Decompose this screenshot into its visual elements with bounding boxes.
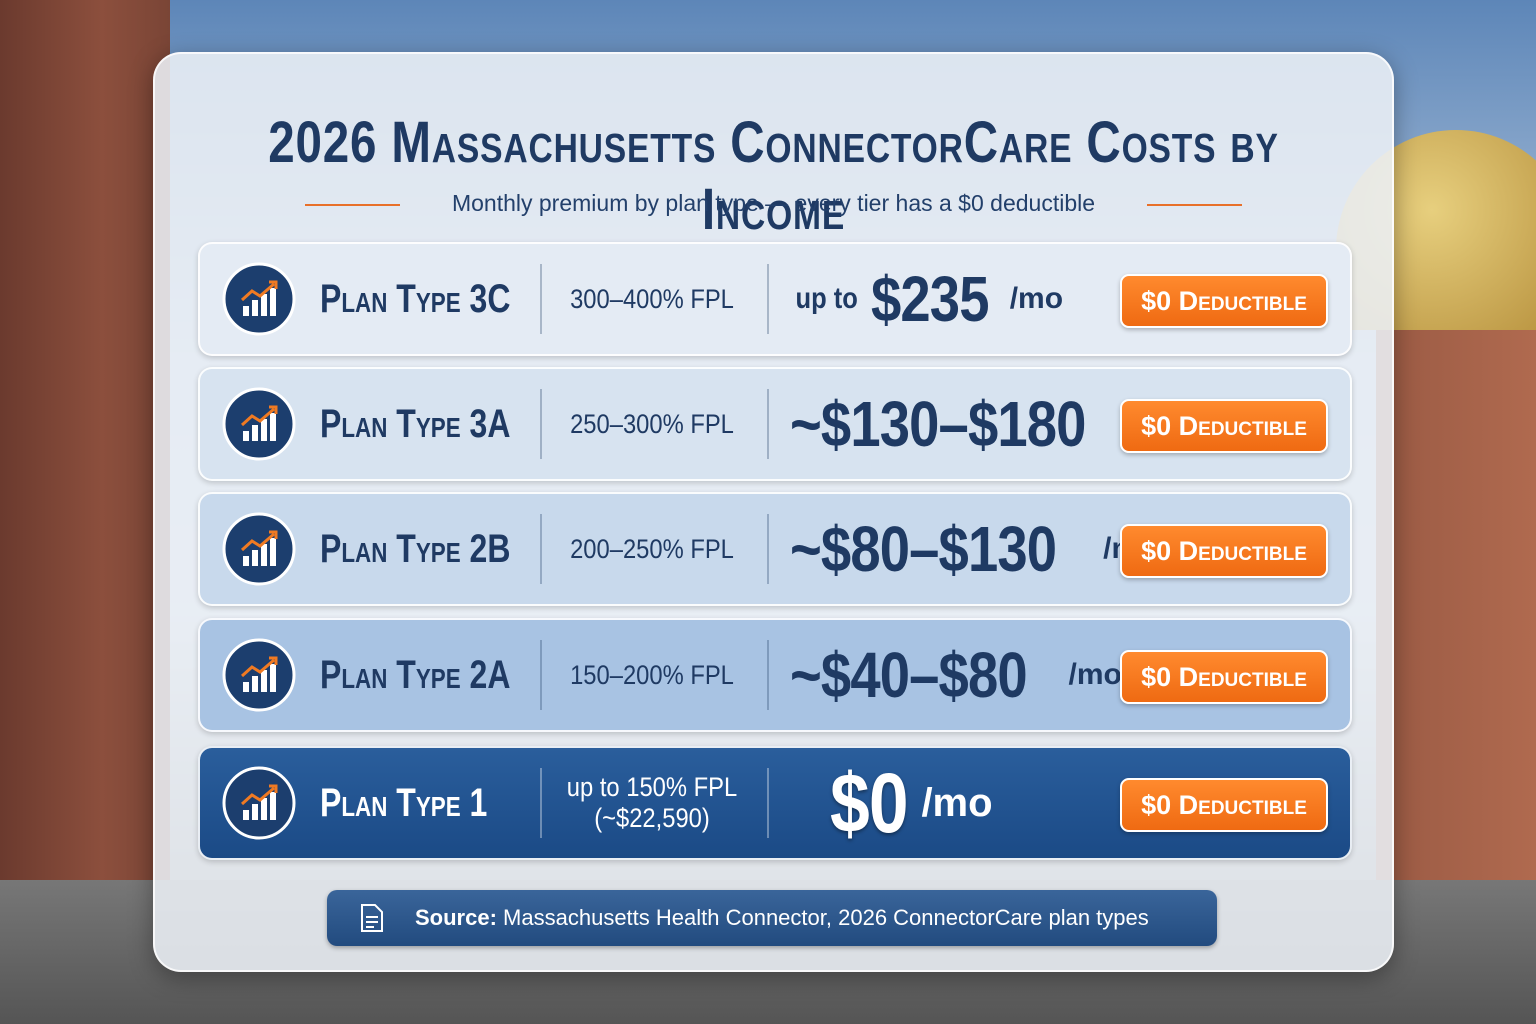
plan-row: Plan Type 1 up to 150% FPL (~$22,590) $0/mo… bbox=[198, 746, 1352, 860]
price-unit: /mo bbox=[1068, 658, 1122, 691]
divider bbox=[767, 640, 769, 710]
doc-icon bbox=[361, 904, 383, 932]
plan-row: Plan Type 3C 300–400% FPL up to $235/mo $0 D… bbox=[198, 242, 1352, 356]
plan-name: Plan Type 3A bbox=[320, 402, 511, 446]
divider bbox=[540, 264, 542, 334]
title: 2026 Massachusetts ConnectorCare Costs b… bbox=[268, 110, 1279, 242]
fpl-line: 300–400% FPL bbox=[570, 283, 734, 314]
price-unit: /mo bbox=[921, 780, 993, 825]
price: up to $235/mo bbox=[790, 244, 1063, 354]
rule bbox=[305, 204, 400, 206]
price-value: $0 bbox=[830, 755, 909, 850]
plan-icon bbox=[222, 387, 296, 466]
deductible-badge: $0 Deductible bbox=[1120, 274, 1328, 328]
deductible-badge: $0 Deductible bbox=[1120, 650, 1328, 704]
fpl: 150–200% FPL bbox=[555, 620, 749, 730]
divider bbox=[540, 768, 542, 838]
fpl: up to 150% FPL (~$22,590) bbox=[555, 748, 749, 858]
price-unit: /mo bbox=[1009, 282, 1064, 315]
divider bbox=[540, 514, 542, 584]
plan-icon bbox=[222, 262, 296, 341]
divider bbox=[767, 768, 769, 838]
rule bbox=[1147, 204, 1242, 206]
icon-svg bbox=[222, 387, 296, 461]
plan-name: Plan Type 2A bbox=[320, 653, 511, 697]
fpl-line: (~$22,590) bbox=[594, 803, 710, 833]
price-value: ~$80–$130 bbox=[790, 513, 1057, 585]
price: ~$80–$130/mo bbox=[790, 494, 1156, 604]
price-value: ~$130–$180 bbox=[790, 388, 1086, 460]
card: 2026 Massachusetts ConnectorCare Costs b… bbox=[153, 52, 1394, 972]
deductible-badge: $0 Deductible bbox=[1120, 778, 1328, 832]
fpl-line: 200–250% FPL bbox=[570, 533, 734, 564]
plan-row: Plan Type 2B 200–250% FPL ~$80–$130/mo$0 D… bbox=[198, 492, 1352, 606]
price-prefix: up to bbox=[795, 282, 858, 315]
source-label: Source: bbox=[415, 905, 497, 930]
source-box: Source: Massachusetts Health Connector, … bbox=[327, 890, 1217, 946]
price-value: ~$40–$80 bbox=[790, 639, 1028, 711]
icon-svg bbox=[222, 512, 296, 586]
price: $0/mo bbox=[830, 748, 993, 858]
divider bbox=[767, 514, 769, 584]
plan-name: Plan Type 2B bbox=[320, 527, 511, 571]
plan-name: Plan Type 3C bbox=[320, 277, 511, 321]
fpl-line: 150–200% FPL bbox=[570, 659, 734, 690]
fpl: 250–300% FPL bbox=[555, 369, 749, 479]
fpl: 300–400% FPL bbox=[555, 244, 749, 354]
icon-svg bbox=[222, 262, 296, 336]
price-value: $235 bbox=[871, 263, 989, 335]
divider bbox=[540, 640, 542, 710]
plan-icon bbox=[222, 512, 296, 591]
deductible-badge: $0 Deductible bbox=[1120, 524, 1328, 578]
source-text: Massachusetts Health Connector, 2026 Con… bbox=[503, 905, 1149, 930]
plan-row: Plan Type 2A 150–200% FPL ~$40–$80/mo $0 De… bbox=[198, 618, 1352, 732]
divider bbox=[767, 389, 769, 459]
price: ~$40–$80/mo bbox=[790, 620, 1122, 730]
icon-svg bbox=[222, 766, 296, 840]
icon-svg bbox=[222, 638, 296, 712]
building-right bbox=[1376, 260, 1536, 900]
fpl-line: 250–300% FPL bbox=[570, 408, 734, 439]
plan-icon bbox=[222, 638, 296, 717]
subtitle: Monthly premium by plan type — every tie… bbox=[451, 190, 1096, 216]
divider bbox=[540, 389, 542, 459]
building-left bbox=[0, 0, 170, 900]
deductible-badge: $0 Deductible bbox=[1120, 399, 1328, 453]
fpl: 200–250% FPL bbox=[555, 494, 749, 604]
divider bbox=[767, 264, 769, 334]
fpl-line: up to 150% FPL bbox=[566, 772, 738, 802]
plan-name: Plan Type 1 bbox=[320, 781, 488, 825]
plan-icon bbox=[222, 766, 296, 845]
